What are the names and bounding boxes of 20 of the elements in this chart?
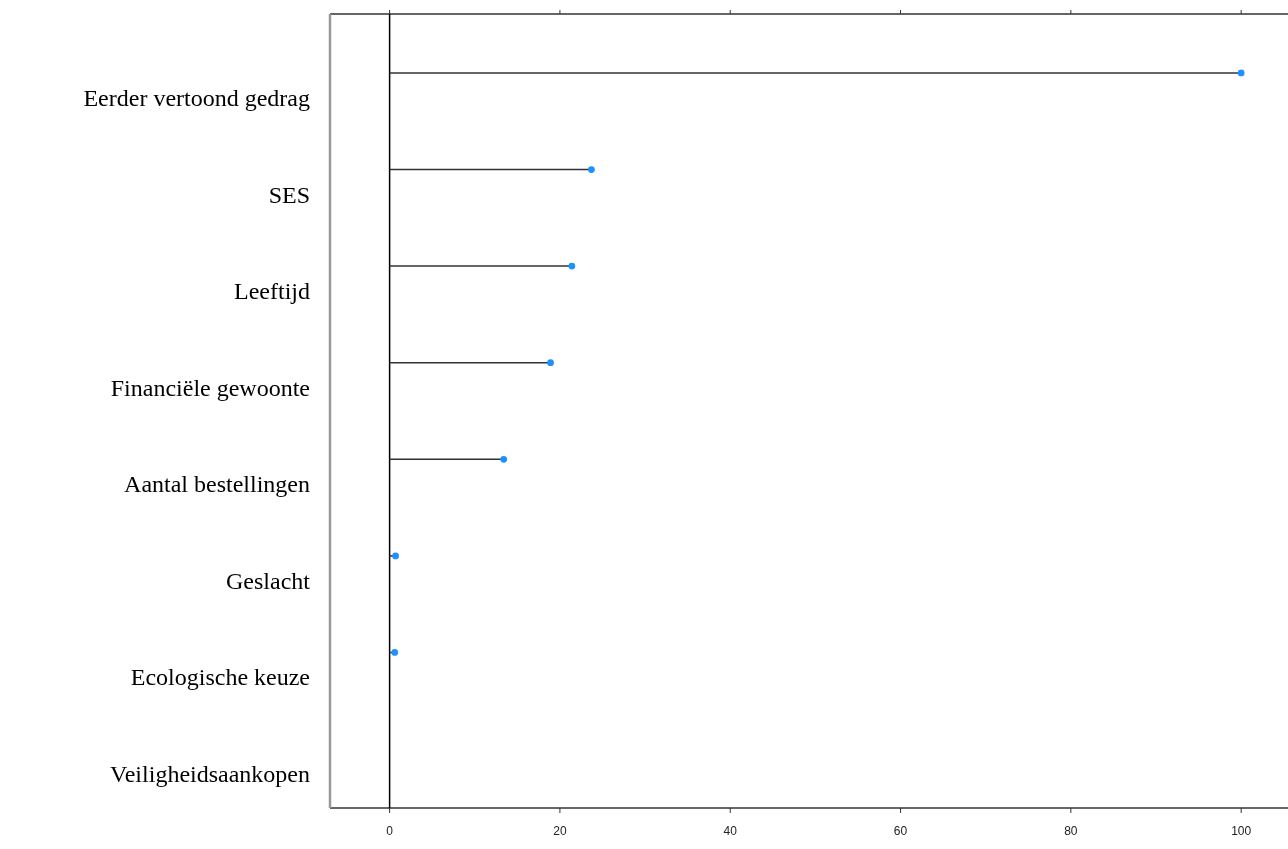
y-tick-label: Geslacht	[226, 567, 311, 594]
y-tick-label: Aantal bestellingen	[124, 471, 310, 498]
y-tick-label: SES	[268, 181, 310, 208]
point	[568, 262, 576, 270]
x-tick-label: 20	[553, 824, 567, 838]
x-tick-label: 100	[1231, 824, 1252, 838]
point	[547, 359, 554, 367]
y-tick-label: Eerder vertoond gedrag	[83, 84, 310, 111]
point	[1237, 69, 1245, 77]
x-tick-label: 40	[723, 824, 738, 838]
x-tick-label: 80	[1064, 824, 1078, 838]
y-tick-label: Leeftijd	[234, 278, 310, 305]
x-tick-label: 60	[893, 824, 908, 838]
point	[500, 455, 508, 463]
point	[392, 552, 399, 560]
point	[588, 166, 595, 173]
y-tick-label: Financiële gewoonte	[110, 374, 310, 401]
y-tick-label: Veiligheidsaankopen	[110, 761, 310, 788]
x-tick-label: 0	[386, 824, 394, 838]
y-tick-label: Ecologische keuze	[130, 664, 310, 691]
